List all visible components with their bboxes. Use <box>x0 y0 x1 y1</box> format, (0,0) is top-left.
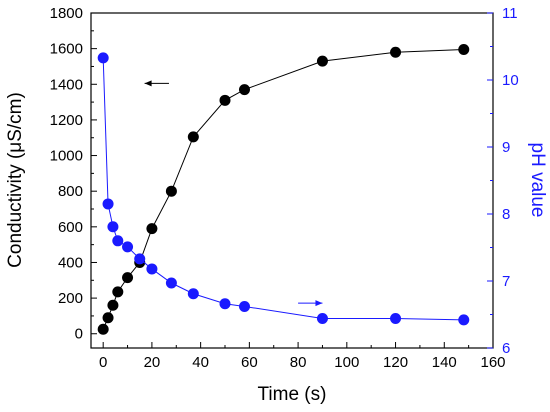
x-tick-label: 0 <box>99 354 107 371</box>
ph-series-point <box>187 288 199 300</box>
conductivity-series-point <box>238 84 250 96</box>
ph-series-point <box>146 263 158 275</box>
conductivity-series-point <box>112 286 124 298</box>
conductivity-series-point <box>146 223 158 235</box>
conductivity-series-line <box>102 49 464 330</box>
arrow-left-head <box>144 80 152 87</box>
arrow-right-head <box>315 300 323 307</box>
right-y-tick-label: 9 <box>502 139 510 156</box>
ph-series-point <box>219 298 231 310</box>
x-tick-label: 20 <box>144 354 161 371</box>
left-y-axis-title: Conductivity (μS/cm) <box>5 92 26 268</box>
x-tick-label: 160 <box>480 354 505 371</box>
x-tick-label: 60 <box>241 354 258 371</box>
right-y-tick-label: 6 <box>502 340 510 357</box>
ph-series-point <box>97 52 109 64</box>
x-axis-ticks: 0 20 40 60 80 100 120 140 160 <box>99 342 506 371</box>
left-y-tick-label: 0 <box>75 326 83 343</box>
left-y-tick-label: 1000 <box>50 148 83 165</box>
ph-series-point <box>102 198 114 210</box>
conductivity-series-point <box>390 46 402 58</box>
ph-series-point <box>134 253 146 265</box>
ph-series-point <box>165 277 177 289</box>
x-tick-label: 120 <box>383 354 408 371</box>
ph-series-point <box>390 313 402 325</box>
left-y-tick-label: 200 <box>58 290 83 307</box>
ph-series-point <box>107 221 119 233</box>
left-y-tick-label: 400 <box>58 254 83 271</box>
x-tick-label: 100 <box>334 354 359 371</box>
series-layer <box>97 44 470 335</box>
right-y-tick-label: 7 <box>502 273 510 290</box>
left-y-axis-ticks: 0 200 400 600 800 1000 1200 1400 1600 1800 <box>50 5 97 343</box>
left-y-tick-label: 600 <box>58 219 83 236</box>
x-tick-label: 80 <box>290 354 307 371</box>
x-tick-label: 140 <box>432 354 457 371</box>
right-y-axis-ticks: 6 7 8 9 10 11 <box>487 5 519 357</box>
conductivity-series-point <box>102 312 114 324</box>
conductivity-series-point <box>458 44 470 56</box>
conductivity-series-point <box>165 185 177 197</box>
right-y-tick-label: 10 <box>502 72 519 89</box>
left-y-tick-label: 1400 <box>50 76 83 93</box>
ph-series-point <box>458 314 470 326</box>
plot-frame <box>90 12 494 349</box>
conductivity-series-point <box>97 323 109 335</box>
conductivity-series-point <box>122 272 134 284</box>
left-y-tick-label: 800 <box>58 183 83 200</box>
right-y-tick-label: 8 <box>502 206 510 223</box>
conductivity-series-point <box>219 94 231 106</box>
annotation-arrows <box>144 80 323 307</box>
ph-series-point <box>112 235 124 247</box>
conductivity-series-point <box>187 131 199 143</box>
left-y-tick-label: 1200 <box>50 112 83 129</box>
left-y-tick-label: 1600 <box>50 41 83 58</box>
ph-series-point <box>316 313 328 325</box>
ph-series-line <box>102 57 464 321</box>
ph-series-point <box>238 300 250 312</box>
left-y-tick-label: 1800 <box>50 5 83 22</box>
conductivity-series-point <box>316 55 328 67</box>
x-axis-title: Time (s) <box>258 384 327 405</box>
right-y-tick-label: 11 <box>502 5 518 22</box>
ph-series-point <box>122 241 134 253</box>
right-y-axis-title: pH value <box>527 143 548 218</box>
conductivity-series-point <box>107 299 119 311</box>
x-tick-label: 40 <box>192 354 209 371</box>
